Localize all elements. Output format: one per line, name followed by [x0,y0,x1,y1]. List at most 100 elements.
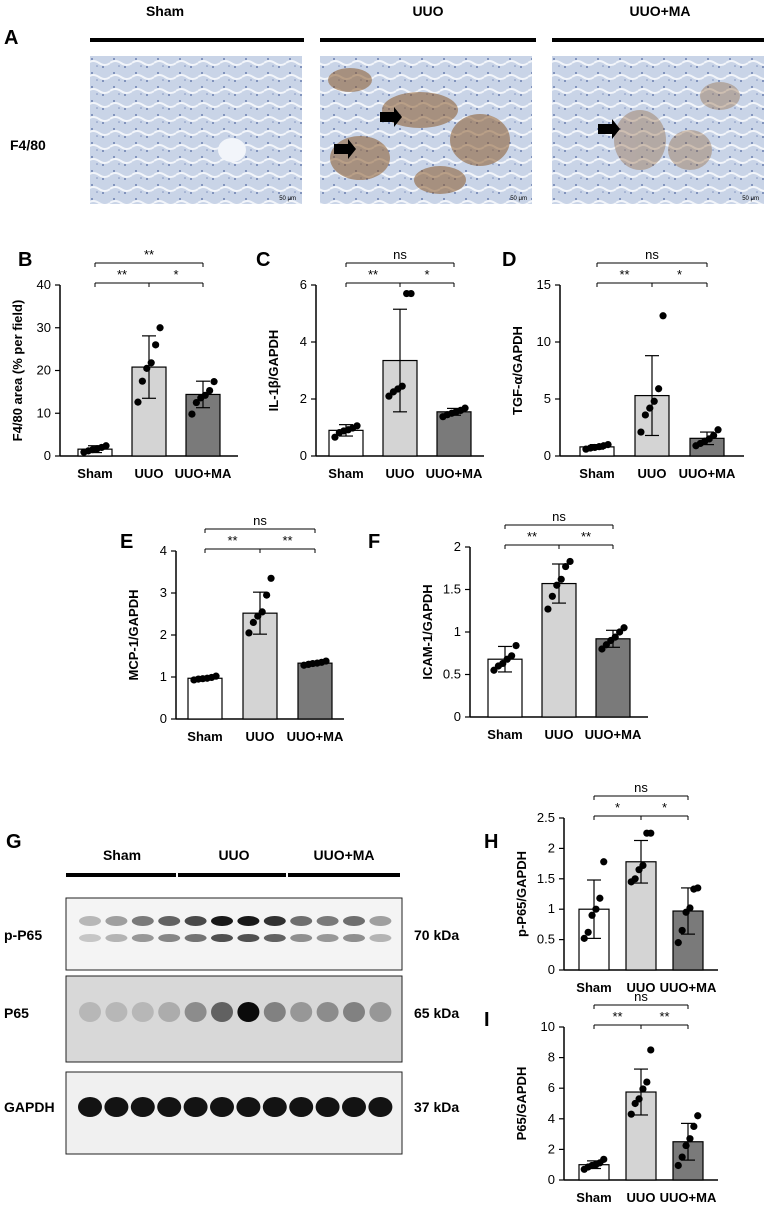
data-point [637,428,645,436]
y-tick-label: 0 [548,962,555,977]
blot-band-p65 [131,1002,154,1022]
data-point [650,397,658,405]
x-tick-label: Sham [77,466,112,481]
micrograph-sham [90,56,302,204]
chart-i-p65: 0 2 4 6 8 10 P65/GAPDH Sham UUO UUO+MA ** ** ns [514,989,718,1205]
y-tick-label: 1.5 [443,582,461,597]
blot-band-p-p65 [79,916,101,926]
y-tick-label: 0 [300,448,307,463]
data-point [694,1112,702,1120]
blot-band-p-p65 [158,916,181,926]
data-point [647,1046,655,1054]
y-tick-label: 1 [160,669,167,684]
y-tick-label: 2 [160,627,167,642]
y-axis-label: TGF-α/GAPDH [510,326,525,415]
significance-label: ns [552,509,566,524]
significance-label: ** [227,533,237,548]
data-point [710,431,718,440]
data-point [156,324,164,332]
blot-kda-p-p65: 70 kDa [414,927,459,943]
y-tick-label: 6 [548,1080,555,1095]
x-tick-label: Sham [576,980,611,995]
x-tick-label: UUO [135,466,164,481]
data-point [635,1095,643,1103]
y-tick-label: 0 [160,711,167,726]
blot-band-p-p65 [263,916,286,926]
y-tick-label: 4 [300,334,307,349]
blot-band-p-p65 [369,934,392,942]
arrow-icon [380,107,402,127]
blot-row-label-p65: P65 [4,1005,29,1021]
blot-bar-uuo-ma [288,873,400,877]
data-point [643,1078,651,1086]
chart-e-mcp1: 0 1 2 3 4 MCP-1/GAPDH Sham UUO UUO+MA ** ** ns [126,513,344,744]
data-point [258,608,266,616]
blot-band-p-p65 [290,916,313,926]
data-point [398,382,406,390]
arrow-icon [334,139,356,159]
x-tick-label: Sham [576,1190,611,1205]
data-point [152,341,160,349]
data-point [210,378,218,386]
y-tick-label: 20 [37,363,51,378]
y-tick-label: 0 [454,709,461,724]
blot-band-gapdh [236,1097,261,1117]
y-tick-label: 2 [548,1141,555,1156]
y-tick-label: 2 [300,391,307,406]
blot-band-p65 [316,1002,339,1022]
y-tick-label: 1 [454,624,461,639]
blot-band-p-p65 [105,934,128,942]
blot-band-p65 [79,1002,101,1022]
blot-band-p65 [290,1002,313,1022]
data-point [588,911,596,919]
x-tick-label: UUO [627,980,656,995]
data-point [512,642,520,650]
blot-band-p-p65 [79,934,101,942]
blot-band-p-p65 [316,934,339,942]
data-point [245,629,253,637]
blot-group-uuo-ma: UUO+MA [313,847,374,863]
data-point [353,422,361,430]
data-point [331,433,339,441]
panel-g-western-blot: Sham UUO UUO+MA p-P65 P65 GAPDH 70 kDa 6… [4,847,459,1155]
data-point [674,939,682,947]
data-point [584,928,592,936]
x-tick-label: UUO [627,1190,656,1205]
data-point [102,442,110,450]
panel-letter-e: E [120,531,133,553]
y-axis-label: MCP-1/GAPDH [126,589,141,680]
data-point [627,1110,635,1118]
data-point [678,1153,686,1161]
blot-group-uuo: UUO [218,847,249,863]
y-axis-label: p-P65/GAPDH [514,851,529,937]
blot-band-p-p65 [184,934,207,942]
data-point [188,410,196,418]
blot-frame-p-p65 [65,897,403,971]
blot-band-gapdh [315,1097,340,1117]
data-point [147,359,155,367]
data-point [639,1085,647,1093]
bar [297,662,333,720]
blot-band-p-p65 [211,934,233,942]
blot-bar-sham [66,873,176,877]
blot-kda-gapdh: 37 kDa [414,1099,459,1115]
blot-band-gapdh [157,1097,182,1117]
arrow-icon [598,119,620,139]
data-point [206,386,214,395]
x-tick-label: UUO [246,729,275,744]
blot-bands [78,916,393,1117]
significance-label: ** [612,1009,622,1024]
significance-label: * [677,267,682,282]
data-point [659,312,667,320]
group-bar-sham [90,38,304,42]
data-point [596,894,604,902]
blot-band-gapdh [78,1097,102,1117]
data-point [212,672,220,680]
panel-letter-d: D [502,249,516,271]
data-point [407,289,415,298]
data-point [620,624,628,632]
blot-band-p-p65 [184,916,207,926]
micrograph-sham-lumen [218,138,246,162]
scale-bar-sham: 50 μm [279,196,296,202]
significance-label: ** [117,267,127,282]
